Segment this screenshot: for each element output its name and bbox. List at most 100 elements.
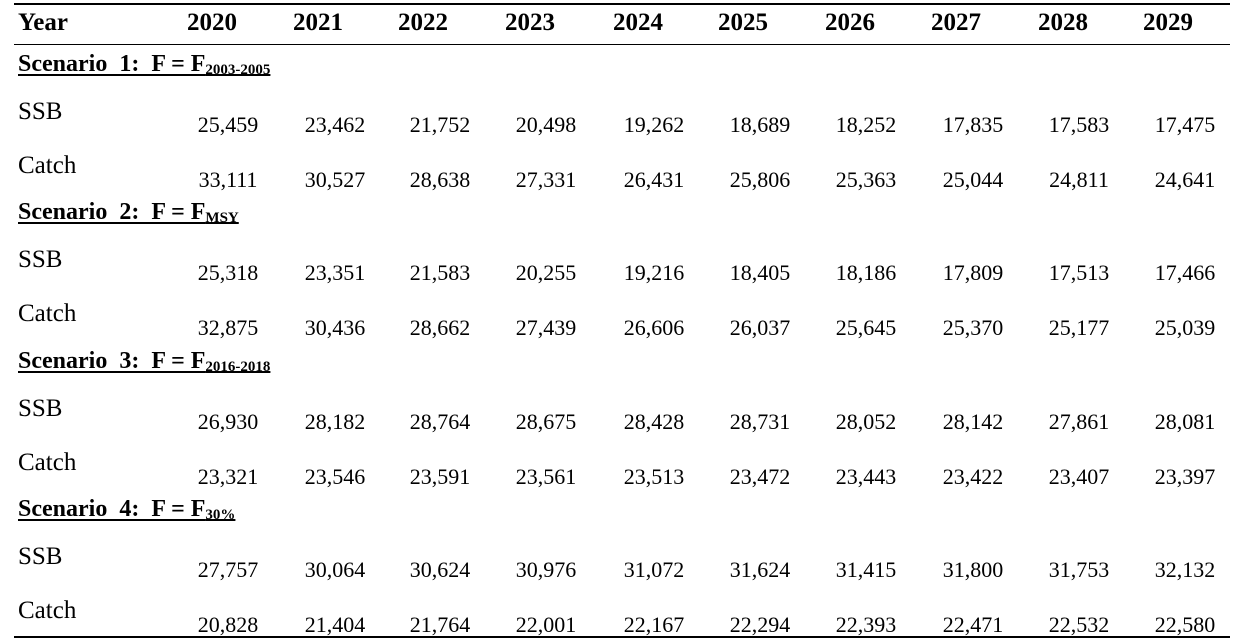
ssb-value-cell: 28,675 [515, 409, 577, 434]
ssb-value-cell: 31,753 [1048, 557, 1110, 582]
catch-value-cell: 30,436 [304, 315, 366, 340]
catch-label: Catch [18, 300, 77, 327]
catch-value-cell: 22,393 [835, 612, 897, 637]
ssb-label: SSB [18, 543, 63, 570]
catch-value-cell: 22,167 [623, 612, 685, 637]
ssb-value-cell: 28,081 [1154, 409, 1216, 434]
year-col-header: 2021 [293, 9, 343, 36]
ssb-value-cell: 31,072 [623, 557, 685, 582]
ssb-value-cell: 30,064 [304, 557, 366, 582]
ssb-value-cell: 26,930 [197, 409, 259, 434]
year-col-header: 2026 [825, 9, 875, 36]
catch-value-cell: 23,422 [942, 464, 1004, 489]
catch-value-cell: 28,662 [409, 315, 471, 340]
ssb-value-cell: 19,262 [623, 112, 685, 137]
catch-value-cell: 25,645 [835, 315, 897, 340]
catch-value-cell: 28,638 [409, 167, 471, 192]
catch-value-cell: 30,527 [304, 167, 366, 192]
ssb-value-cell: 20,498 [515, 112, 577, 137]
ssb-value-cell: 23,462 [304, 112, 366, 137]
catch-value-cell: 26,431 [623, 167, 685, 192]
scenario-title: Scenario 2: F = F [18, 199, 206, 225]
ssb-value-cell: 31,800 [942, 557, 1004, 582]
catch-value-cell: 22,532 [1048, 612, 1110, 637]
scenario-subscript: 2003-2005 [205, 62, 271, 78]
year-col-header: 2027 [931, 9, 981, 36]
scenario-heading: Scenario 4: F = F30% [18, 495, 235, 523]
ssb-value-cell: 17,835 [942, 112, 1004, 137]
catch-value-cell: 23,443 [835, 464, 897, 489]
scenario-subscript: 30% [205, 507, 236, 523]
ssb-value-cell: 18,252 [835, 112, 897, 137]
catch-value-cell: 25,363 [835, 167, 897, 192]
ssb-value-cell: 18,405 [729, 260, 791, 285]
year-col-header: 2022 [398, 9, 448, 36]
scenario-title: Scenario 1: F = F [18, 51, 206, 77]
ssb-value-cell: 18,186 [835, 260, 897, 285]
catch-value-cell: 33,111 [198, 167, 258, 192]
table-bottom-rule [14, 636, 1230, 638]
catch-label: Catch [18, 152, 77, 179]
ssb-value-cell: 28,182 [304, 409, 366, 434]
ssb-label: SSB [18, 98, 63, 125]
ssb-value-cell: 19,216 [623, 260, 685, 285]
catch-label: Catch [18, 597, 77, 624]
ssb-value-cell: 30,976 [515, 557, 577, 582]
catch-value-cell: 23,561 [515, 464, 577, 489]
catch-value-cell: 25,370 [942, 315, 1004, 340]
catch-value-cell: 22,471 [942, 612, 1004, 637]
catch-value-cell: 23,321 [197, 464, 259, 489]
catch-value-cell: 25,044 [942, 167, 1004, 192]
table-header-rule [14, 44, 1230, 45]
year-col-header: 2020 [187, 9, 237, 36]
ssb-value-cell: 21,752 [409, 112, 471, 137]
scenario-heading: Scenario 3: F = F2016-2018 [18, 347, 270, 375]
ssb-value-cell: 17,513 [1048, 260, 1110, 285]
year-header: Year [18, 9, 68, 36]
ssb-value-cell: 32,132 [1154, 557, 1216, 582]
year-col-header: 2028 [1038, 9, 1088, 36]
catch-value-cell: 21,764 [409, 612, 471, 637]
ssb-value-cell: 28,731 [729, 409, 791, 434]
scenario-title: Scenario 3: F = F [18, 348, 206, 374]
catch-value-cell: 26,037 [729, 315, 791, 340]
ssb-value-cell: 21,583 [409, 260, 471, 285]
ssb-value-cell: 17,475 [1154, 112, 1216, 137]
scenario-subscript: 2016-2018 [205, 359, 271, 375]
catch-value-cell: 24,811 [1049, 167, 1109, 192]
year-col-header: 2024 [613, 9, 663, 36]
scenario-heading: Scenario 1: F = F2003-2005 [18, 50, 270, 78]
catch-value-cell: 23,546 [304, 464, 366, 489]
ssb-label: SSB [18, 395, 63, 422]
catch-value-cell: 27,331 [515, 167, 577, 192]
ssb-value-cell: 25,459 [197, 112, 259, 137]
ssb-value-cell: 28,428 [623, 409, 685, 434]
catch-value-cell: 22,580 [1154, 612, 1216, 637]
ssb-value-cell: 28,764 [409, 409, 471, 434]
year-col-header: 2025 [718, 9, 768, 36]
ssb-value-cell: 18,689 [729, 112, 791, 137]
year-col-header: 2023 [505, 9, 555, 36]
catch-value-cell: 24,641 [1154, 167, 1216, 192]
catch-value-cell: 20,828 [197, 612, 259, 637]
catch-value-cell: 26,606 [623, 315, 685, 340]
catch-value-cell: 22,001 [515, 612, 577, 637]
ssb-value-cell: 28,142 [942, 409, 1004, 434]
catch-value-cell: 23,407 [1048, 464, 1110, 489]
ssb-value-cell: 17,466 [1154, 260, 1216, 285]
catch-value-cell: 23,472 [729, 464, 791, 489]
ssb-value-cell: 17,809 [942, 260, 1004, 285]
catch-label: Catch [18, 449, 77, 476]
ssb-value-cell: 25,318 [197, 260, 259, 285]
catch-value-cell: 21,404 [304, 612, 366, 637]
ssb-value-cell: 31,624 [729, 557, 791, 582]
catch-value-cell: 23,397 [1154, 464, 1216, 489]
ssb-value-cell: 28,052 [835, 409, 897, 434]
catch-value-cell: 25,039 [1154, 315, 1216, 340]
ssb-value-cell: 20,255 [515, 260, 577, 285]
catch-value-cell: 25,177 [1048, 315, 1110, 340]
ssb-value-cell: 17,583 [1048, 112, 1110, 137]
ssb-value-cell: 23,351 [304, 260, 366, 285]
scenario-subscript: MSY [205, 210, 239, 226]
ssb-label: SSB [18, 246, 63, 273]
